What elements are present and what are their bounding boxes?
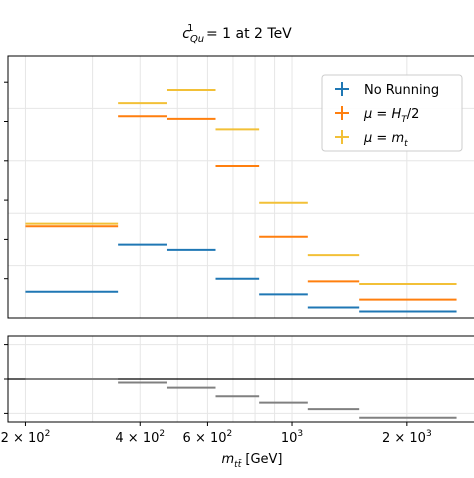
x-tick-label: 6 × 102 <box>183 429 233 446</box>
title-superscript: 1 <box>187 23 193 34</box>
xlabel-subscript: tt̄ <box>234 458 242 470</box>
title-symbol: c <box>182 26 190 42</box>
xlabel-unit: [GeV] <box>241 452 282 467</box>
x-axis-ticks: 2 × 102 4 × 102 6 × 102 103 2 × 103 <box>1 422 432 446</box>
legend: No Running μ = HT/2 μ = mt <box>321 74 463 152</box>
x-tick-label: 2 × 103 <box>382 429 432 446</box>
ratio-panel-series <box>8 378 474 419</box>
ratio-panel-frame <box>7 335 474 423</box>
main-panel-grid <box>4 56 474 318</box>
legend-label-2: μ = mt <box>363 131 408 149</box>
legend-label-1: μ = HT/2 <box>363 107 419 125</box>
chart-title: cQu1 = 1 at 2 TeV <box>182 23 292 45</box>
x-axis-label: mtt̄ [GeV] <box>222 452 283 470</box>
legend-label-0: No Running <box>364 83 439 98</box>
title-subscript: Qu <box>190 34 204 45</box>
main-panel-frame <box>7 55 474 319</box>
xlabel-symbol: m <box>222 452 235 467</box>
x-tick-label: 4 × 102 <box>115 429 165 446</box>
main-panel-series <box>25 89 457 313</box>
title-rest: = 1 at 2 TeV <box>202 26 293 42</box>
legend-box <box>321 74 463 152</box>
x-tick-label: 2 × 102 <box>1 429 51 446</box>
x-tick-label: 103 <box>281 429 303 446</box>
